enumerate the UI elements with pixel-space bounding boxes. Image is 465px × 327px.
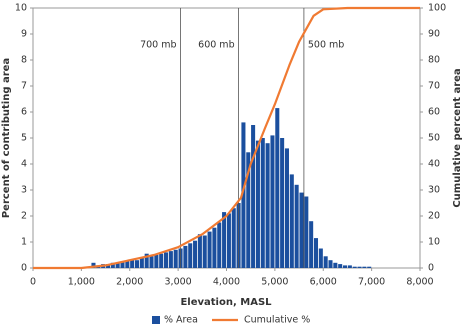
bar <box>280 138 285 268</box>
y-tick-label: 5 <box>21 133 27 144</box>
bar <box>357 266 362 268</box>
x-tick-label: 5,000 <box>261 277 288 288</box>
bar <box>352 266 357 268</box>
bar <box>168 251 173 268</box>
bar <box>202 235 207 268</box>
bar <box>226 213 231 268</box>
bar <box>328 260 333 268</box>
bar <box>120 261 125 268</box>
bar <box>304 196 309 268</box>
bar <box>294 184 299 268</box>
bar <box>284 148 289 268</box>
y2-tick-label: 30 <box>428 185 440 196</box>
bar <box>299 192 304 268</box>
y2-axis-title: Cumulative percent area <box>452 68 463 207</box>
annotation: 700 mb <box>140 40 176 51</box>
bar <box>289 174 294 268</box>
bar <box>222 212 227 268</box>
bar <box>309 221 314 268</box>
y2-tick-label: 20 <box>428 211 440 222</box>
bar <box>183 245 188 268</box>
y-tick-label: 6 <box>21 107 27 118</box>
y-tick-label: 8 <box>21 55 27 66</box>
y-tick-label: 3 <box>21 185 27 196</box>
bar <box>338 264 343 268</box>
bar <box>159 253 164 268</box>
x-tick-label: 8,000 <box>406 277 433 288</box>
bar <box>105 264 110 268</box>
x-tick-label: 2,000 <box>116 277 143 288</box>
bar <box>347 265 352 268</box>
bar <box>231 208 236 268</box>
y2-tick-label: 70 <box>428 81 440 92</box>
bar <box>212 227 217 268</box>
bar <box>164 252 169 268</box>
y-tick-label: 0 <box>21 263 27 274</box>
x-tick-label: 4,000 <box>213 277 240 288</box>
bar <box>217 222 222 268</box>
y-tick-label: 2 <box>21 211 27 222</box>
x-tick-label: 0 <box>30 277 36 288</box>
legend-label: % Area <box>164 315 198 326</box>
bar <box>154 255 159 268</box>
bar <box>130 260 135 268</box>
x-tick-label: 1,000 <box>68 277 95 288</box>
x-tick-label: 6,000 <box>310 277 337 288</box>
bar <box>144 253 149 268</box>
x-tick-label: 3,000 <box>165 277 192 288</box>
bar <box>313 238 319 268</box>
y2-tick-label: 100 <box>428 3 446 14</box>
legend-swatch <box>152 316 160 324</box>
y2-tick-label: 80 <box>428 55 440 66</box>
bar <box>115 262 120 268</box>
bar <box>260 138 265 268</box>
y-tick-label: 4 <box>21 159 27 170</box>
bar <box>323 256 328 268</box>
y2-tick-label: 10 <box>428 237 440 248</box>
bar <box>265 143 270 268</box>
bar <box>110 262 115 268</box>
y-tick-label: 10 <box>15 3 27 14</box>
y-tick-label: 1 <box>21 237 27 248</box>
y2-tick-label: 40 <box>428 159 440 170</box>
y2-tick-label: 50 <box>428 133 440 144</box>
bar <box>251 125 256 268</box>
y-tick-label: 9 <box>21 29 27 40</box>
bar <box>139 257 144 268</box>
y2-tick-label: 0 <box>428 263 434 274</box>
bar <box>241 122 246 269</box>
bar <box>246 152 251 268</box>
bar <box>367 266 372 268</box>
legend-label: Cumulative % <box>244 315 310 326</box>
bar <box>197 234 202 268</box>
y2-tick-label: 60 <box>428 107 440 118</box>
cumulative-line <box>33 6 420 270</box>
x-tick-label: 7,000 <box>358 277 385 288</box>
bar <box>207 231 212 268</box>
bar <box>91 262 96 268</box>
bar <box>255 140 260 268</box>
annotation: 500 mb <box>308 40 344 51</box>
bar <box>149 256 154 268</box>
bar <box>134 260 140 268</box>
bar <box>270 135 275 268</box>
bar <box>333 262 338 268</box>
bar <box>193 240 198 268</box>
y2-tick-label: 90 <box>428 29 440 40</box>
bar <box>318 248 323 268</box>
y-tick-label: 7 <box>21 81 27 92</box>
bar <box>362 266 367 268</box>
annotation: 600 mb <box>198 40 234 51</box>
bar <box>275 108 280 268</box>
bar <box>188 243 193 268</box>
bar <box>125 261 130 268</box>
x-axis-title: Elevation, MASL <box>180 297 272 308</box>
bar <box>343 265 348 268</box>
bar <box>173 249 178 268</box>
y-axis-title: Percent of contributing area <box>1 58 12 218</box>
